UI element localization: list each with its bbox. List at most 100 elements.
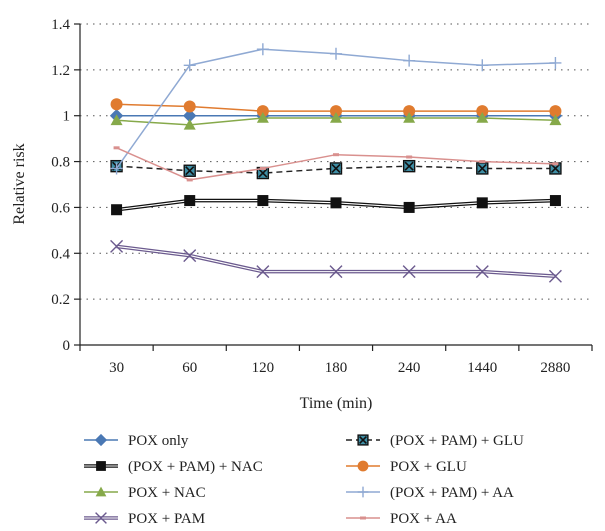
y-tick-label: 0.4 — [51, 246, 70, 262]
square-x-marker — [402, 159, 416, 173]
series-1 — [110, 159, 562, 180]
triangle-marker — [256, 112, 269, 123]
series-4 — [110, 112, 562, 130]
dash-marker — [552, 162, 559, 166]
triangle-marker — [95, 486, 107, 497]
legend-item: (POX + PAM) + AA — [346, 485, 514, 501]
circle-marker — [183, 100, 196, 113]
circle-marker — [256, 105, 269, 118]
square-marker — [476, 197, 488, 209]
x-axis-ticks: 30 60 120 180 240 1440 2880 — [79, 345, 593, 376]
legend-item: (POX + PAM) + NAC — [84, 459, 263, 475]
gridlines — [80, 23, 592, 300]
plus-marker — [357, 486, 369, 498]
dash-marker — [113, 146, 120, 150]
x-marker — [475, 265, 489, 279]
series-6 — [110, 239, 562, 283]
x-marker — [329, 265, 343, 279]
legend-label: POX only — [128, 433, 189, 449]
x-tick-label: 60 — [182, 360, 197, 376]
legend-label: (POX + PAM) + GLU — [390, 433, 524, 449]
triangle-marker — [403, 112, 416, 123]
x-marker — [183, 249, 197, 263]
circle-marker — [403, 105, 416, 118]
square-marker — [184, 195, 196, 207]
y-tick-label: 1.4 — [51, 17, 70, 33]
plus-marker — [330, 47, 342, 60]
triangle-marker — [549, 114, 562, 126]
plus-marker — [476, 59, 489, 72]
y-axis-ticks: 0 0.2 0.4 0.6 0.8 1 1.2 1.4 — [51, 17, 80, 354]
plus-marker — [549, 56, 562, 69]
x-tick-label: 2880 — [540, 360, 570, 376]
legend-label: (POX + PAM) + AA — [390, 485, 514, 501]
x-tick-label: 120 — [252, 360, 275, 376]
triangle-marker — [110, 114, 123, 126]
legend-label: POX + AA — [390, 511, 457, 527]
legend-item: POX + AA — [346, 511, 457, 527]
x-marker — [256, 265, 270, 279]
legend-item: POX + PAM — [84, 511, 205, 527]
y-axis-title: Relative risk — [11, 143, 28, 224]
y-tick-label: 0.8 — [51, 155, 70, 171]
y-tick-label: 1.2 — [51, 63, 70, 79]
x-tick-label: 30 — [109, 360, 124, 376]
square-x-marker — [183, 164, 196, 177]
circle-marker — [330, 105, 342, 118]
legend-item: POX + GLU — [346, 459, 467, 475]
triangle-marker — [330, 112, 342, 123]
x-marker — [402, 265, 416, 279]
square-x-marker — [476, 162, 489, 175]
legend-label: (POX + PAM) + NAC — [128, 459, 263, 475]
legend: POX only (POX + PAM) + GLU (POX + PAM) + N… — [84, 433, 524, 527]
circle-marker — [110, 98, 123, 111]
circle-marker — [476, 105, 489, 118]
plus-marker — [256, 43, 269, 56]
plus-marker — [110, 162, 123, 175]
x-axis-title: Time (min) — [300, 395, 373, 412]
dash-marker — [259, 166, 266, 170]
square-marker — [111, 204, 123, 216]
series-layer — [109, 43, 563, 283]
x-marker — [110, 239, 124, 253]
series-5 — [110, 43, 562, 175]
square-marker — [96, 461, 106, 471]
x-marker — [548, 269, 562, 283]
x-tick-label: 240 — [398, 360, 421, 376]
dash-marker — [333, 153, 339, 157]
y-tick-label: 0 — [63, 338, 71, 354]
circle-marker — [357, 460, 369, 472]
dash-marker — [186, 178, 193, 182]
square-marker — [330, 197, 342, 209]
square-x-marker — [329, 162, 343, 175]
series-7 — [113, 146, 559, 182]
legend-label: POX + NAC — [128, 485, 206, 501]
series-3 — [110, 98, 562, 118]
dash-marker — [479, 160, 486, 164]
square-marker — [549, 195, 561, 207]
legend-item: POX + NAC — [84, 485, 206, 501]
triangle-marker — [476, 112, 489, 123]
circle-marker — [549, 105, 562, 118]
y-tick-label: 0.2 — [51, 292, 70, 308]
y-tick-label: 0.6 — [51, 200, 70, 216]
dash-marker — [360, 516, 366, 520]
triangle-marker — [183, 118, 196, 130]
x-marker — [95, 512, 107, 524]
x-tick-label: 1440 — [467, 360, 497, 376]
legend-label: POX + PAM — [128, 511, 205, 527]
square-marker — [403, 201, 415, 213]
square-x-marker — [357, 434, 369, 446]
y-tick-label: 1 — [63, 109, 71, 125]
legend-item: (POX + PAM) + GLU — [346, 433, 524, 449]
series-2 — [111, 195, 561, 216]
axes — [79, 24, 592, 346]
square-marker — [257, 195, 269, 207]
x-tick-label: 180 — [325, 360, 348, 376]
plus-marker — [183, 59, 196, 72]
dash-marker — [406, 155, 413, 159]
plus-marker — [403, 54, 416, 67]
legend-label: POX + GLU — [390, 459, 467, 475]
diamond-marker — [94, 433, 108, 447]
